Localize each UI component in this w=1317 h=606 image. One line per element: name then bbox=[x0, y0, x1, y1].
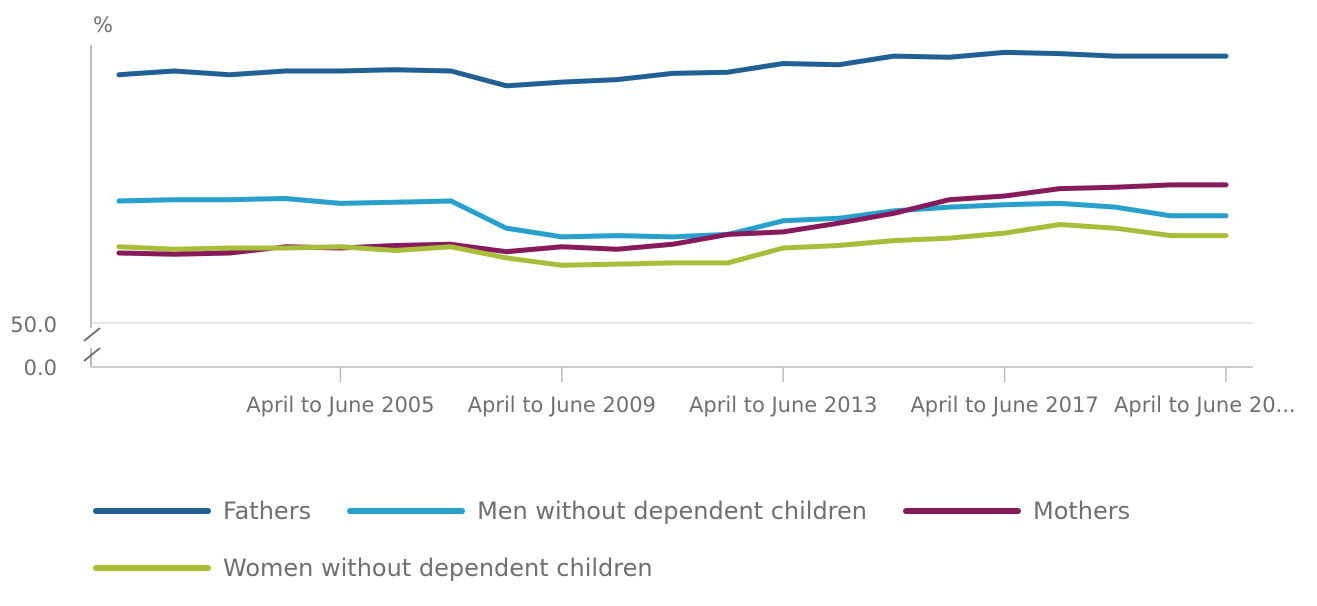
legend-swatch-men-without-dependent-children bbox=[347, 508, 466, 514]
x-tick-label-4: April to June 2017 bbox=[910, 393, 1098, 417]
legend-item-fathers[interactable]: Fathers bbox=[93, 497, 311, 525]
y-tick-label-0: 0.0 bbox=[24, 356, 57, 380]
legend-label-women-without-dependent-children: Women without dependent children bbox=[223, 554, 653, 582]
chart-legend: Fathers Men without dependent children M… bbox=[93, 492, 1293, 606]
legend-label-fathers: Fathers bbox=[223, 497, 312, 525]
x-tick-label-2: April to June 2009 bbox=[468, 393, 656, 417]
line-chart: % 50.0 0.0 April to June 2005 April to Ju… bbox=[10, 13, 1296, 417]
legend-swatch-women-without-dependent-children bbox=[93, 565, 211, 571]
legend-label-mothers: Mothers bbox=[1033, 497, 1131, 525]
legend-row-1: Fathers Men without dependent children M… bbox=[93, 492, 1293, 530]
y-tick-label-50: 50.0 bbox=[10, 313, 57, 337]
legend-item-women-without-dependent-children[interactable]: Women without dependent children bbox=[93, 554, 653, 582]
x-tick-label-5: April to June 20... bbox=[1114, 393, 1296, 417]
series-lines bbox=[116, 49, 1229, 268]
legend-item-mothers[interactable]: Mothers bbox=[903, 497, 1130, 525]
y-axis-break-mark-lower bbox=[83, 347, 101, 362]
y-axis-unit-label: % bbox=[93, 13, 113, 37]
legend-swatch-fathers bbox=[93, 508, 211, 514]
x-tick-label-3: April to June 2013 bbox=[689, 393, 877, 417]
x-axis-ticks: April to June 2005 April to June 2009 Apri… bbox=[246, 367, 1296, 417]
x-tick-label-1: April to June 2005 bbox=[246, 393, 434, 417]
legend-item-men-without-dependent-children[interactable]: Men without dependent children bbox=[347, 497, 867, 525]
legend-label-men-without-dependent-children: Men without dependent children bbox=[477, 497, 867, 525]
legend-row-2: Women without dependent children bbox=[93, 549, 1293, 587]
legend-swatch-mothers bbox=[903, 508, 1021, 514]
series-line-mothers bbox=[116, 182, 1229, 257]
series-line-fathers bbox=[116, 49, 1229, 89]
series-line-women-without-dependent-children bbox=[116, 222, 1229, 268]
y-axis-break-mark-upper bbox=[83, 327, 101, 342]
series-line-men-without-dependent-children bbox=[116, 196, 1229, 240]
